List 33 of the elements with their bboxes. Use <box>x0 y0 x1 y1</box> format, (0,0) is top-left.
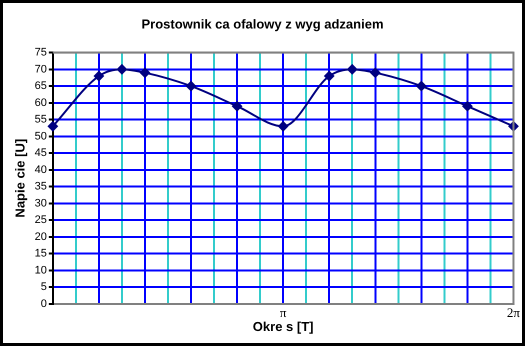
x-tick-label: 2π <box>506 305 520 320</box>
point <box>324 71 334 82</box>
y-tick-label: 70 <box>34 63 47 76</box>
point <box>186 81 196 92</box>
y-tick-label: 65 <box>34 80 47 92</box>
y-tick-label: 75 <box>34 46 47 59</box>
y-tick-label: 5 <box>40 281 47 294</box>
point <box>94 71 104 82</box>
y-tick-label: 20 <box>34 230 47 243</box>
y-tick-label: 35 <box>34 180 47 193</box>
y-tick-label: 25 <box>34 214 47 226</box>
y-tick-label: 55 <box>34 114 47 126</box>
x-tick-label: π <box>280 305 287 320</box>
y-tick-label: 40 <box>34 164 47 176</box>
y-tick-label: 15 <box>34 248 47 260</box>
point <box>140 68 150 78</box>
point <box>370 68 380 78</box>
chart-title: Prostownik ca ofalowy z wyg adzaniem <box>141 16 384 32</box>
y-tick-label: 50 <box>34 130 47 142</box>
y-tick-label: 60 <box>34 96 47 109</box>
y-tick-label: 30 <box>34 197 47 210</box>
y-tick-label: 10 <box>34 264 47 276</box>
point <box>462 101 472 112</box>
point <box>416 81 426 92</box>
point <box>347 64 358 74</box>
y-tick-label: 0 <box>40 298 47 310</box>
point <box>232 101 242 112</box>
point <box>278 121 288 132</box>
y-axis-title: Napie cie [U] <box>12 138 28 218</box>
x-axis-title: Okre s [T] <box>252 318 314 334</box>
point <box>116 64 127 74</box>
point <box>48 121 58 132</box>
y-tick-label: 45 <box>34 147 47 160</box>
